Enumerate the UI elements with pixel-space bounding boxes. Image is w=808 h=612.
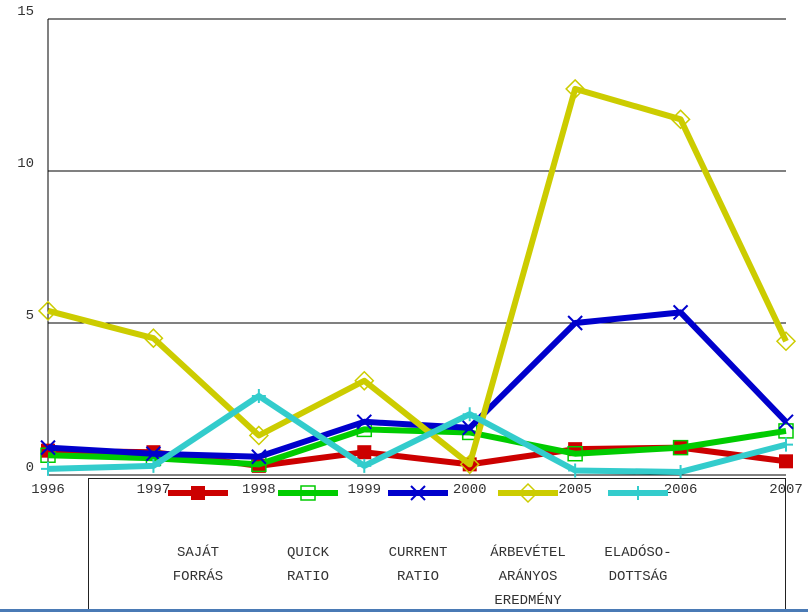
y-tick-label: 0 [26,460,34,476]
marker [565,78,586,99]
legend-label: CURRENT RATIO [388,545,448,585]
legend-swatch [168,486,228,500]
x-tick-label: 1996 [31,482,65,498]
marker [672,439,689,456]
marker [462,420,478,436]
marker [40,439,56,456]
x-tick-label: 1999 [347,482,381,498]
x-tick-label: 2007 [769,482,803,498]
legend-label: ÁRBEVÉTEL ARÁNYOS EREDMÉNY [490,545,566,609]
marker [356,414,372,430]
marker [146,458,161,473]
marker [631,486,645,500]
series-line [47,392,787,475]
y-tick-label: 10 [17,156,34,172]
legend-label: ELADÓSO- DOTTSÁG [604,545,672,585]
marker [567,315,583,331]
y-tick-label: 5 [26,308,34,324]
y-tick-label: 15 [17,4,34,20]
marker [354,370,375,391]
marker [251,388,266,403]
legend-swatch [388,485,448,501]
marker [248,425,269,446]
legend-label: SAJÁT FORRÁS [172,545,224,585]
bottom-rule [0,609,808,612]
marker [459,454,480,475]
marker [673,464,688,479]
series-line [47,85,789,468]
marker [191,486,205,500]
marker [143,328,164,349]
legend-swatch [278,485,338,501]
marker [567,445,583,462]
marker [357,458,372,473]
legend: SAJÁT FORRÁS QUICK RATIO CURRENT RATIO ÁRBE… [88,478,786,612]
marker [568,463,583,478]
marker [145,446,162,462]
x-tick-label: 2005 [558,482,592,498]
marker [357,445,372,460]
marker [37,300,59,321]
marker [778,414,794,430]
marker [41,461,55,476]
x-tick-label: 1998 [242,482,276,498]
legend-label: QUICK RATIO [286,545,329,585]
marker [300,485,316,501]
marker [410,485,426,501]
marker [670,109,691,130]
legend-swatch [498,482,558,504]
x-tick-label: 2006 [664,482,698,498]
x-tick-label: 1997 [137,482,171,498]
marker [672,304,689,321]
marker [775,331,797,352]
marker [779,437,793,452]
x-tick-label: 2000 [453,482,487,498]
marker [251,449,267,465]
marker [517,482,539,504]
legend-swatch [608,486,668,500]
series-line [47,426,787,468]
marker [779,454,793,469]
marker [462,407,477,422]
